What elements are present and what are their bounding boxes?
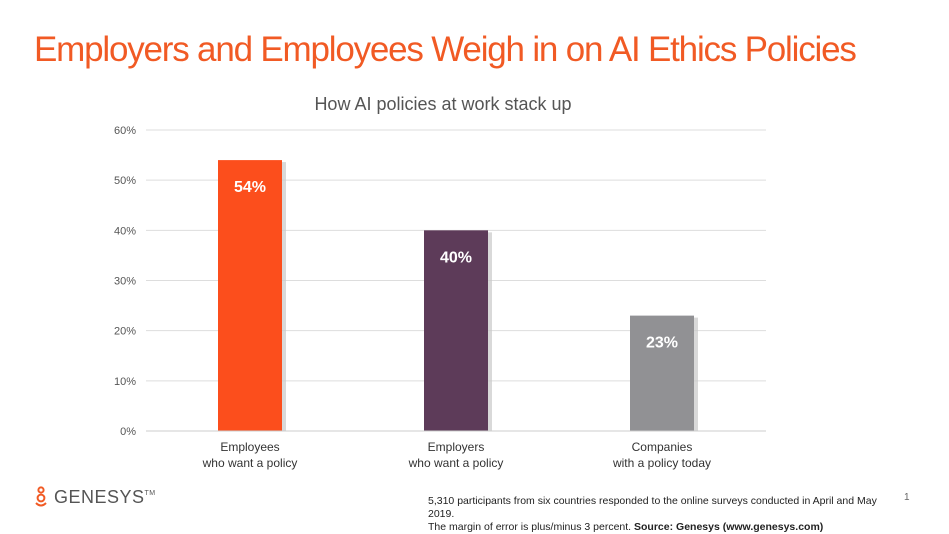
bar <box>218 160 282 431</box>
y-tick-label: 20% <box>114 326 136 338</box>
chart-title: How AI policies at work stack up <box>314 94 571 114</box>
x-tick-label: who want a policy <box>408 456 504 470</box>
x-tick-label: Employees <box>220 440 279 454</box>
bar-chart: How AI policies at work stack up 0% 10% 20%… <box>114 94 766 470</box>
x-tick-label: with a policy today <box>612 456 711 470</box>
data-label: 40% <box>440 249 472 266</box>
logo-wordmark: GENESYSTM <box>54 487 156 507</box>
footnote-line-2: The margin of error is plus/minus 3 perc… <box>428 521 824 533</box>
y-tick-label: 30% <box>114 276 136 288</box>
chart-footnote: 5,310 participants from six countries re… <box>428 495 898 534</box>
footnote-line-1: 5,310 participants from six countries re… <box>428 495 877 520</box>
bar <box>424 230 488 431</box>
y-tick-label: 40% <box>114 225 136 237</box>
bar <box>630 315 694 431</box>
x-tick-label: who want a policy <box>202 456 298 470</box>
data-label: 23% <box>646 335 678 352</box>
genesys-logo-icon <box>35 486 47 507</box>
y-tick-label: 50% <box>114 175 136 187</box>
page-title: Employers and Employees Weigh in on AI E… <box>34 30 857 69</box>
y-tick-label: 10% <box>114 376 136 388</box>
genesys-logo: GENESYSTM <box>32 486 172 512</box>
logo-trademark: TM <box>144 490 156 497</box>
y-tick-label: 0% <box>120 426 136 438</box>
y-tick-label: 60% <box>114 125 136 137</box>
footnote-source: Source: Genesys (www.genesys.com) <box>634 521 824 533</box>
data-label: 54% <box>234 179 266 196</box>
page-number: 1 <box>904 492 910 503</box>
x-tick-label: Companies <box>632 440 693 454</box>
x-tick-label: Employers <box>428 440 485 454</box>
